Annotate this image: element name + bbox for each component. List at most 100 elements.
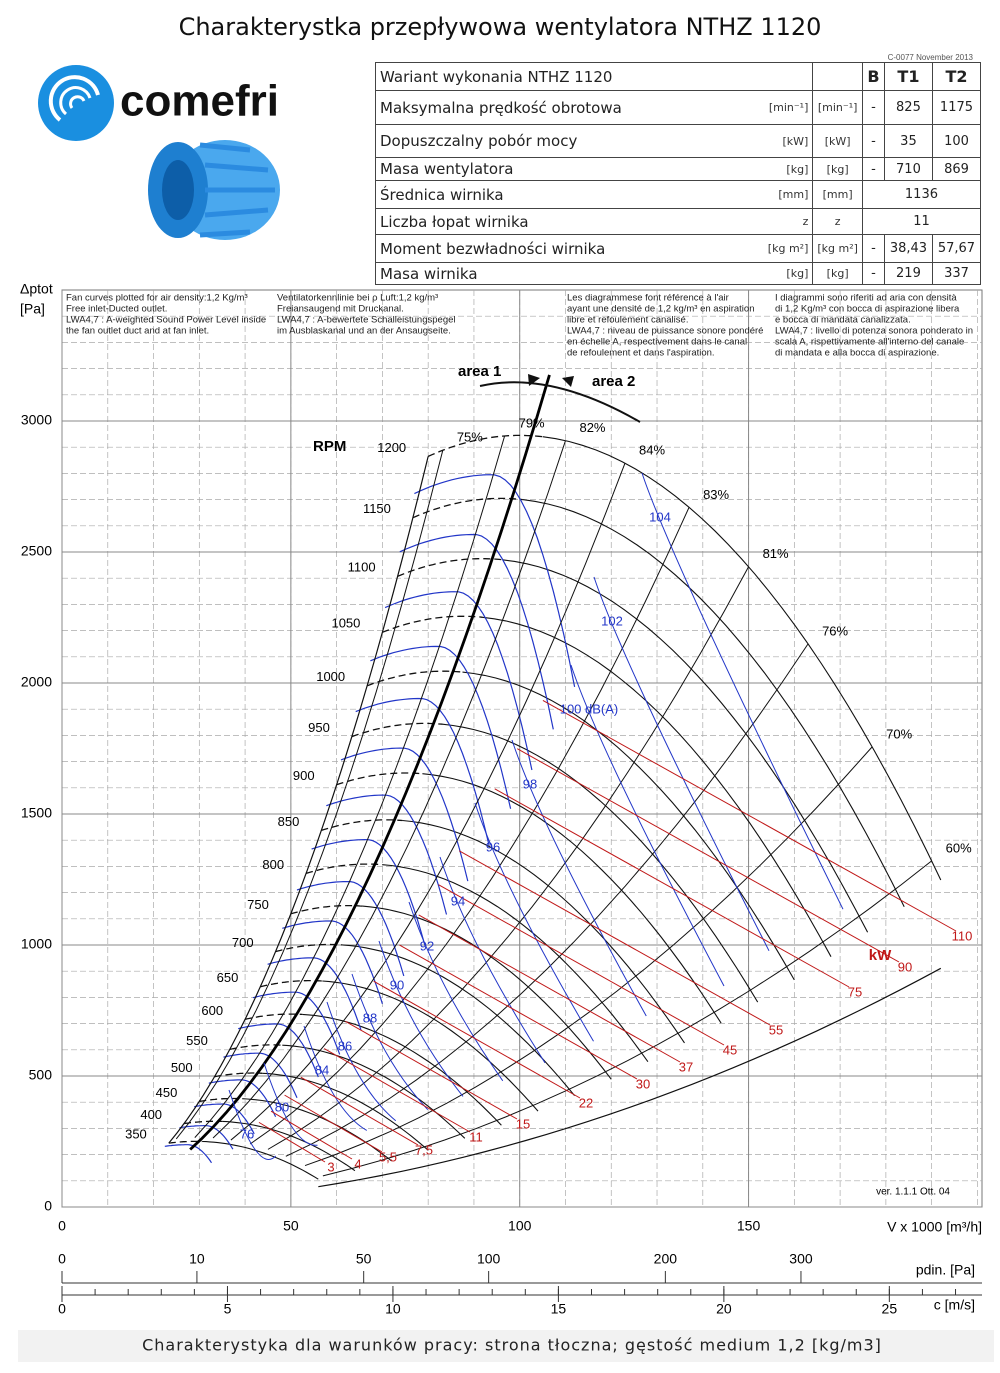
kw-line bbox=[373, 980, 581, 1099]
pdin-tick-label: 0 bbox=[58, 1251, 66, 1267]
rpm-curve bbox=[522, 499, 905, 907]
pdin-axis-label: pdin. [Pa] bbox=[916, 1262, 975, 1278]
y-axis-unit: [Pa] bbox=[20, 301, 45, 317]
rpm-curve bbox=[302, 1013, 502, 1126]
table-cell: [mm] bbox=[741, 180, 814, 209]
kw-label: 15 bbox=[516, 1116, 530, 1131]
area-label: area 2 bbox=[592, 373, 635, 390]
db-line bbox=[303, 1025, 367, 1131]
table-cell: [min⁻¹] bbox=[741, 90, 814, 125]
db-label: 96 bbox=[486, 839, 500, 854]
note-line: en échelle A, respectivement dans le can… bbox=[567, 337, 747, 348]
c-tick-label: 15 bbox=[551, 1301, 567, 1317]
doc-code: C-0077 November 2013 bbox=[888, 53, 974, 62]
db-line bbox=[228, 1089, 277, 1160]
table-cell: 1175 bbox=[931, 90, 982, 125]
table-cell: 1136 bbox=[861, 180, 982, 209]
note-line: LWA4,7 : A-bewertete Schalleistungspegel bbox=[277, 315, 456, 326]
efficiency-line bbox=[304, 746, 873, 1167]
rpm-curve bbox=[442, 723, 759, 1003]
efficiency-line bbox=[194, 435, 506, 1138]
rpm-label: 1050 bbox=[331, 616, 360, 631]
rpm-label: 1150 bbox=[363, 501, 391, 516]
kw-label: 55 bbox=[769, 1022, 783, 1037]
table-row: Maksymalna prędkość obrotowa [min⁻¹] [min⁻… bbox=[375, 90, 982, 125]
efficiency-line bbox=[230, 463, 626, 1141]
kw-line bbox=[494, 788, 850, 988]
db-label: 88 bbox=[363, 1010, 377, 1025]
labels: 0 50 100 150050010001500200025003000Δptot[P… bbox=[20, 281, 982, 1355]
kw-line bbox=[517, 748, 900, 963]
rpm-curve-blue bbox=[311, 838, 426, 947]
y-tick-label: 0 bbox=[44, 1198, 52, 1214]
rpm-title: RPM bbox=[313, 438, 346, 455]
x-tick-label: 150 bbox=[737, 1218, 761, 1234]
y-tick-label: 2000 bbox=[21, 674, 52, 690]
kw-line bbox=[284, 1094, 383, 1153]
y-tick-label: 500 bbox=[29, 1067, 53, 1083]
note-line: Ventilatorkennlinie bei ρ Luft:1,2 kg/m³ bbox=[277, 293, 438, 304]
kw-label: 4 bbox=[354, 1156, 361, 1171]
kw-label: 30 bbox=[636, 1076, 650, 1091]
db-label: 86 bbox=[338, 1038, 352, 1053]
rpm-label: 550 bbox=[186, 1033, 208, 1048]
rpm-curve-blue bbox=[355, 697, 490, 846]
efficiency-label: 81% bbox=[763, 546, 789, 561]
pdin-tick-label: 300 bbox=[789, 1251, 813, 1267]
rpm-curve-blue bbox=[296, 881, 405, 977]
note-line: Fan curves plotted for air density:1,2 K… bbox=[66, 293, 248, 304]
db-line bbox=[641, 472, 844, 910]
c-axis-label: c [m/s] bbox=[934, 1297, 975, 1313]
area-divider bbox=[189, 374, 551, 1151]
table-cell: [min⁻¹] bbox=[812, 90, 863, 125]
db-line bbox=[511, 739, 647, 1017]
rpm-curve-stall bbox=[229, 1044, 283, 1050]
rpm-label: 500 bbox=[171, 1060, 193, 1075]
efficiency-line bbox=[212, 440, 566, 1139]
db-label: 76 bbox=[240, 1126, 254, 1141]
pdin-tick-label: 50 bbox=[356, 1251, 372, 1267]
rpm-curve-blue bbox=[326, 794, 448, 915]
db-line bbox=[408, 901, 504, 1082]
rpm-label: 350 bbox=[125, 1127, 147, 1142]
y-axis-label: Δptot bbox=[20, 281, 53, 297]
rpm-label: 850 bbox=[278, 814, 300, 829]
table-cell: [mm] bbox=[812, 180, 863, 209]
rpm-label: 800 bbox=[262, 857, 284, 872]
c-tick-label: 0 bbox=[58, 1301, 66, 1317]
kw-line bbox=[270, 1110, 353, 1160]
table-cell: Masa wirnika bbox=[375, 262, 742, 285]
efficiency-label: 75% bbox=[457, 430, 483, 445]
table-cell bbox=[812, 62, 863, 91]
kw-label: 110 bbox=[952, 928, 973, 943]
x-axis-label: V x 1000 [m³/h] bbox=[887, 1219, 982, 1235]
y-tick-label: 1500 bbox=[21, 805, 52, 821]
kw-line bbox=[542, 700, 957, 932]
kw-line bbox=[300, 1076, 419, 1146]
rpm-curve bbox=[542, 436, 942, 881]
rpm-curve-stall bbox=[214, 1072, 263, 1078]
rpm-curve bbox=[242, 1098, 392, 1162]
pdin-tick-label: 100 bbox=[477, 1251, 501, 1267]
rpm-label: 1200 bbox=[377, 440, 406, 455]
kw-line bbox=[438, 884, 725, 1046]
kw-label: 11 bbox=[469, 1129, 483, 1144]
note-line: LWA4,7 : A-weighted Sound Power Level in… bbox=[66, 315, 266, 326]
footer: Charakterystyka dla warunków pracy: stro… bbox=[142, 1336, 882, 1355]
db-label: 104 bbox=[649, 509, 671, 524]
table-cell: Wariant wykonania NTHZ 1120 bbox=[374, 62, 814, 91]
rpm-curve-blue bbox=[208, 1079, 277, 1117]
note-line: scala A, rispettivamente all'interno del… bbox=[775, 337, 964, 348]
rpm-curve-stall bbox=[382, 615, 483, 633]
rpm-label: 400 bbox=[140, 1107, 162, 1122]
rpm-curve-stall bbox=[351, 722, 443, 738]
note-line: the fan outlet duct and at fan inlet. bbox=[66, 326, 209, 337]
table-cell: 57,67 bbox=[931, 234, 982, 263]
note-line: im Ausblaskanal und an der Ansaugseite. bbox=[277, 326, 451, 337]
rpm-curve-stall bbox=[183, 1120, 223, 1125]
note-line: I diagrammi sono riferiti ad aria con de… bbox=[775, 293, 957, 304]
footer-band bbox=[18, 1330, 994, 1362]
efficiency-line bbox=[175, 450, 444, 1140]
db-line bbox=[474, 802, 594, 1042]
